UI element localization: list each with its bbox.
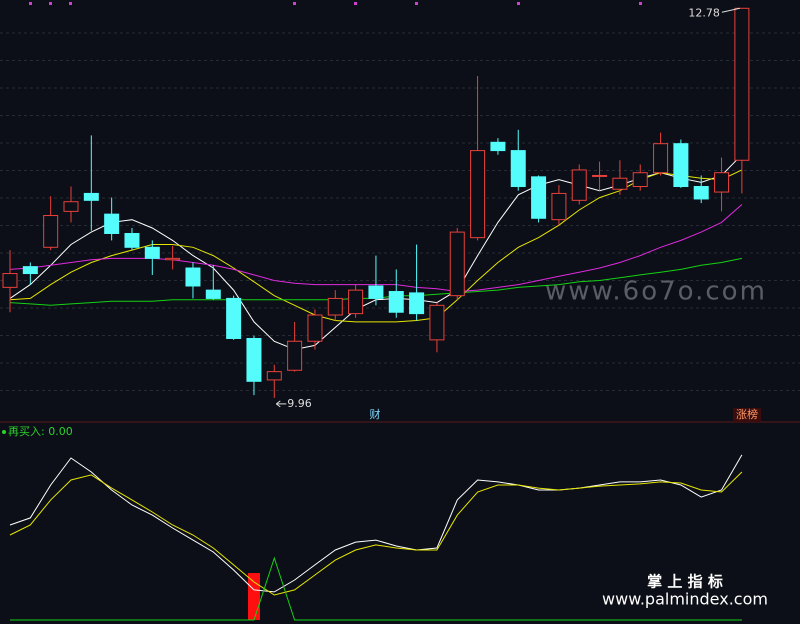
candle-body — [653, 143, 669, 174]
candle-body — [531, 176, 547, 219]
candle-body — [449, 231, 465, 297]
dot — [517, 2, 520, 5]
candle-body — [388, 291, 404, 313]
candle-body — [409, 292, 425, 315]
arrow-head — [275, 400, 281, 408]
candle-body — [632, 172, 648, 188]
watermark: 掌 上 指 标 — [647, 573, 723, 591]
indicator-line — [9, 471, 743, 596]
candle-body — [571, 169, 587, 201]
candle-body — [693, 186, 709, 200]
dot — [639, 2, 642, 5]
max-label: 12.78 — [688, 6, 720, 19]
min-label: 9.96 — [287, 397, 312, 410]
candle-body — [470, 150, 486, 239]
candle-body — [327, 297, 343, 316]
watermark: www.6o7o.com — [545, 277, 767, 307]
candle-body — [2, 273, 18, 288]
candle-body — [592, 174, 608, 177]
candle-body — [83, 192, 99, 201]
candle-body — [124, 232, 140, 248]
indicator-line — [9, 454, 743, 593]
candle-body — [287, 340, 303, 371]
annotation-bg — [733, 408, 761, 422]
signal-bar — [247, 573, 260, 620]
candle-body — [43, 215, 59, 248]
dot — [29, 2, 32, 5]
candle-body — [429, 304, 445, 341]
arrow — [721, 7, 740, 13]
candle-body — [368, 285, 384, 299]
watermark: www.palmindex.com — [602, 590, 768, 609]
candle-body — [205, 289, 221, 299]
candle-body — [144, 246, 160, 259]
title-icon — [2, 430, 6, 434]
dot — [293, 2, 296, 5]
candle-body — [307, 314, 323, 342]
annotation: 财 — [370, 407, 381, 421]
candle-body — [165, 257, 181, 261]
candle-body — [734, 7, 750, 161]
candle-body — [673, 143, 689, 188]
candle-body — [63, 201, 79, 212]
dot — [415, 2, 418, 5]
candle-body — [348, 289, 364, 315]
candle-body — [22, 266, 38, 275]
candle-body — [226, 297, 242, 339]
candle-body — [185, 267, 201, 287]
grid — [0, 32, 800, 391]
candle-body — [490, 141, 506, 152]
annotation: 涨榜 — [736, 407, 758, 421]
dot — [49, 2, 52, 5]
indicator-title: 再买入: 0.00 — [8, 425, 73, 438]
indicator-line — [10, 556, 742, 621]
dot — [69, 2, 72, 5]
candle-body — [510, 150, 526, 188]
candle-body — [612, 177, 628, 190]
candle-body — [714, 172, 730, 193]
candle-body — [551, 192, 567, 221]
top-dots — [29, 2, 642, 5]
dot — [354, 2, 357, 5]
candle-body — [246, 337, 262, 382]
candle-body — [104, 213, 120, 234]
candle-body — [266, 371, 282, 381]
